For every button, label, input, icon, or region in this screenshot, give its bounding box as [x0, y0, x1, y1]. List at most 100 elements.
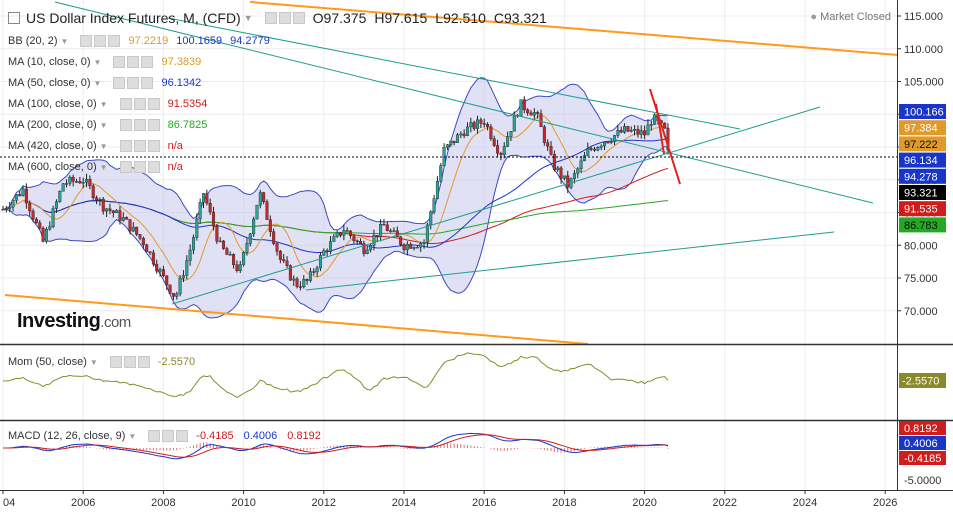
- x-tick-label: 04: [3, 497, 15, 509]
- chevron-down-icon[interactable]: ▼: [60, 36, 69, 46]
- teal-downtrend-2[interactable]: [167, 17, 741, 130]
- eye-icon[interactable]: [119, 119, 132, 131]
- trendlines[interactable]: [0, 1, 899, 345]
- price-tag-label: 96.134: [904, 155, 938, 167]
- gear-icon[interactable]: [133, 98, 146, 110]
- candle-body: [248, 233, 252, 244]
- candle-body: [105, 208, 109, 212]
- gear-icon[interactable]: [127, 77, 140, 89]
- indicator-value: 97.2219: [128, 35, 169, 47]
- indicator-label[interactable]: MA (600, close, 0): [8, 161, 97, 173]
- upper-channel-line[interactable]: [249, 1, 899, 56]
- eye-icon[interactable]: [113, 56, 126, 68]
- close-icon[interactable]: [137, 356, 150, 368]
- macd-line: [3, 432, 669, 460]
- mom-label[interactable]: Mom (50, close): [8, 356, 87, 368]
- candle-body: [335, 232, 339, 237]
- red-arrow-line-2[interactable]: [655, 103, 665, 155]
- chevron-down-icon[interactable]: ▼: [99, 162, 108, 172]
- chevron-down-icon[interactable]: ▼: [128, 431, 137, 441]
- chevron-down-icon[interactable]: ▼: [93, 78, 102, 88]
- candle-body: [469, 122, 473, 128]
- candle-body: [355, 240, 359, 242]
- eye-icon[interactable]: [80, 35, 93, 47]
- mom-tag: [899, 373, 946, 388]
- indicator-row[interactable]: MA (600, close, 0) ▼ n/a: [8, 161, 183, 173]
- teal-downtrend-1[interactable]: [54, 1, 874, 204]
- close-icon[interactable]: [141, 56, 154, 68]
- price-pane[interactable]: [0, 1, 899, 345]
- close-icon[interactable]: [147, 119, 160, 131]
- candle-body: [352, 235, 356, 241]
- macd-label[interactable]: MACD (12, 26, close, 9): [8, 430, 126, 442]
- candle-body: [242, 252, 246, 265]
- red-arrow-line-1[interactable]: [649, 88, 681, 185]
- close-icon[interactable]: [176, 430, 189, 442]
- indicator-row[interactable]: MA (100, close, 0) ▼ 91.5354: [8, 98, 207, 110]
- candle-body: [238, 264, 242, 271]
- indicator-row[interactable]: MA (50, close, 0) ▼ 96.1342: [8, 77, 201, 89]
- eye-icon[interactable]: [119, 140, 132, 152]
- candle-body: [489, 126, 493, 139]
- indicator-row[interactable]: BB (20, 2) ▼ 97.2219 100.1659 94.2779: [8, 35, 270, 47]
- gear-icon[interactable]: [94, 35, 107, 47]
- indicator-label[interactable]: MA (50, close, 0): [8, 77, 91, 89]
- eye-icon[interactable]: [148, 430, 161, 442]
- macd-axis: 0.8192 0.4006 -0.4185 -5.0000: [899, 421, 946, 487]
- chevron-down-icon[interactable]: ▼: [243, 13, 253, 23]
- indicator-row[interactable]: MA (200, close, 0) ▼ 86.7825: [8, 119, 207, 131]
- chevron-down-icon[interactable]: ▼: [89, 357, 98, 367]
- teal-uptrend-2[interactable]: [305, 231, 835, 291]
- chart-settings-icon[interactable]: [8, 12, 20, 24]
- close-icon[interactable]: [147, 161, 160, 173]
- chevron-down-icon[interactable]: ▼: [99, 141, 108, 151]
- indicator-value: n/a: [167, 140, 183, 152]
- gear-icon[interactable]: [123, 356, 136, 368]
- indicator-label[interactable]: MA (100, close, 0): [8, 98, 97, 110]
- time-axis[interactable]: 04 2006 2008 2010 2012 2014 2016 2018 2020 2022 20…: [2, 490, 897, 509]
- indicator-value: 97.3839: [161, 56, 202, 68]
- candle-body: [375, 235, 379, 237]
- eye-icon[interactable]: [113, 77, 126, 89]
- eye-icon[interactable]: [264, 12, 277, 24]
- close-icon[interactable]: [147, 98, 160, 110]
- gear-icon[interactable]: [162, 430, 175, 442]
- close-icon[interactable]: [141, 77, 154, 89]
- close-icon[interactable]: [108, 35, 121, 47]
- candle-body: [332, 236, 336, 242]
- indicator-label[interactable]: BB (20, 2): [8, 35, 58, 47]
- indicator-label[interactable]: MA (10, close, 0): [8, 56, 91, 68]
- lower-channel-line[interactable]: [4, 294, 589, 345]
- close-icon[interactable]: [147, 140, 160, 152]
- eye-icon[interactable]: [109, 356, 122, 368]
- momentum-pane[interactable]: [2, 352, 669, 398]
- macd-tag-label: -0.4185: [904, 453, 941, 465]
- candle-body: [599, 145, 603, 148]
- gear-icon[interactable]: [133, 119, 146, 131]
- gear-icon[interactable]: [133, 161, 146, 173]
- gear-icon[interactable]: [133, 140, 146, 152]
- eye-icon[interactable]: [119, 161, 132, 173]
- chevron-down-icon[interactable]: ▼: [99, 99, 108, 109]
- candle-body: [539, 113, 543, 128]
- candle-body: [215, 225, 219, 242]
- teal-uptrend-1[interactable]: [171, 106, 821, 305]
- gear-icon[interactable]: [278, 12, 291, 24]
- indicator-label[interactable]: MA (200, close, 0): [8, 119, 97, 131]
- candle-body: [282, 259, 286, 262]
- gear-icon[interactable]: [127, 56, 140, 68]
- candle-body: [95, 197, 99, 201]
- indicator-row[interactable]: MA (420, close, 0) ▼ n/a: [8, 140, 183, 152]
- indicator-row[interactable]: MA (10, close, 0) ▼ 97.3839: [8, 56, 201, 68]
- chevron-down-icon[interactable]: ▼: [93, 57, 102, 67]
- indicator-label[interactable]: MA (420, close, 0): [8, 140, 97, 152]
- candle-body: [285, 260, 289, 266]
- momentum-line: [2, 352, 669, 398]
- macd-pane[interactable]: [3, 432, 669, 460]
- eye-icon[interactable]: [119, 98, 132, 110]
- candle-body: [462, 133, 466, 136]
- chevron-down-icon[interactable]: ▼: [99, 120, 108, 130]
- candle-body: [275, 243, 279, 252]
- close-icon[interactable]: [292, 12, 305, 24]
